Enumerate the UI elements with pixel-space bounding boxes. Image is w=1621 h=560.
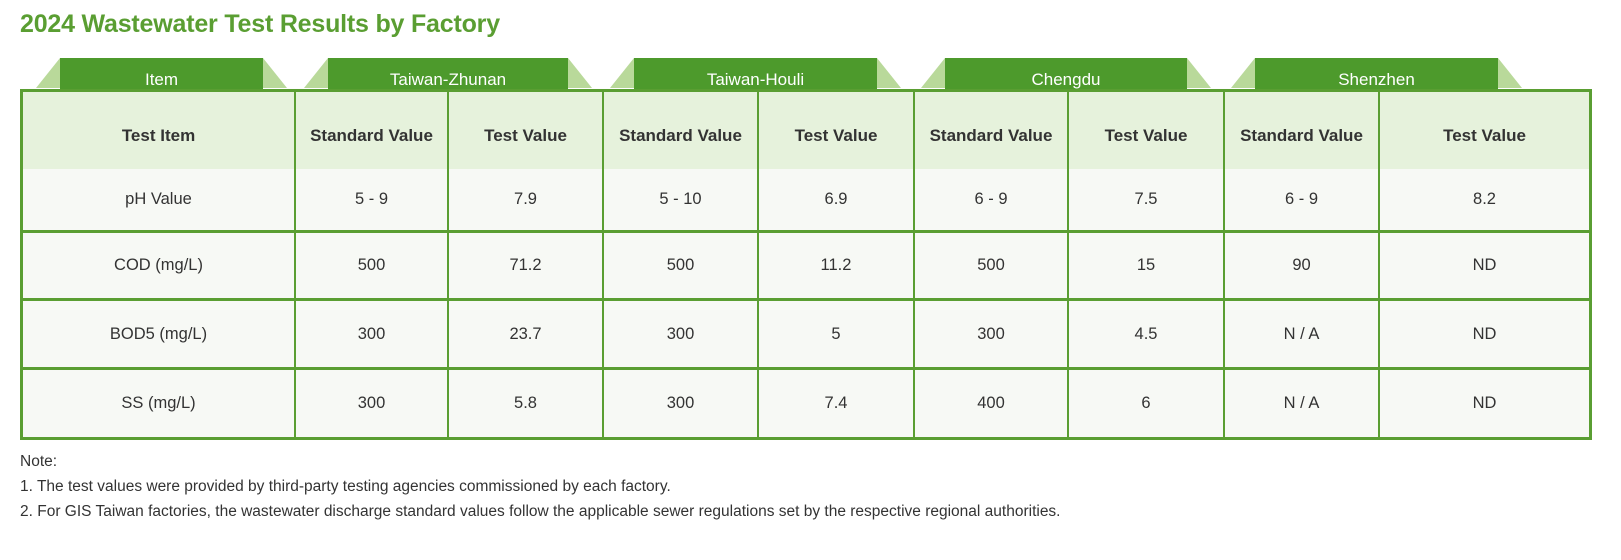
table-cell: 500 <box>294 229 448 300</box>
table-row: pH Value 5 - 9 7.9 5 - 10 6.9 6 - 9 7.5 … <box>23 169 1589 232</box>
column-header: Standard Value <box>913 92 1068 169</box>
note-item: 1. The test values were provided by thir… <box>20 478 671 495</box>
results-table-frame: Test Item Standard Value Test Value Stan… <box>20 89 1592 440</box>
row-label: BOD5 (mg/L) <box>23 298 295 369</box>
note-item: 2. For GIS Taiwan factories, the wastewa… <box>20 503 1061 520</box>
table-cell: 300 <box>294 298 448 369</box>
table-cell: 300 <box>913 298 1068 369</box>
column-header: Standard Value <box>1223 92 1379 169</box>
table-cell: 300 <box>602 366 758 437</box>
table-row: SS (mg/L) 300 5.8 300 7.4 400 6 N / A ND <box>23 366 1589 437</box>
table-cell: 6 - 9 <box>913 169 1068 232</box>
header-row: Test Item Standard Value Test Value Stan… <box>23 92 1589 169</box>
column-header: Test Value <box>447 92 603 169</box>
row-label: SS (mg/L) <box>23 366 295 437</box>
table-cell: 300 <box>294 366 448 437</box>
table-cell: 71.2 <box>447 229 603 300</box>
table-cell: 4.5 <box>1067 298 1224 369</box>
table-cell: N / A <box>1223 366 1379 437</box>
table-cell: 5 <box>757 298 914 369</box>
column-header: Test Value <box>1378 92 1589 169</box>
table-cell: 5 - 9 <box>294 169 448 232</box>
table-cell: 23.7 <box>447 298 603 369</box>
table-cell: 500 <box>913 229 1068 300</box>
row-label: pH Value <box>125 189 192 208</box>
table-cell: 6 <box>1067 366 1224 437</box>
table-cell: 7.9 <box>447 169 603 232</box>
table-cell: 300 <box>602 298 758 369</box>
results-table: Test Item Standard Value Test Value Stan… <box>23 92 1589 437</box>
table-cell: 6 - 9 <box>1223 169 1379 232</box>
column-header: Standard Value <box>602 92 758 169</box>
row-label: COD (mg/L) <box>23 229 295 300</box>
table-cell: 90 <box>1223 229 1379 300</box>
table-row: COD (mg/L) 500 71.2 500 11.2 500 15 90 N… <box>23 229 1589 300</box>
column-header: Test Value <box>757 92 914 169</box>
table-row: BOD5 (mg/L) 300 23.7 300 5 300 4.5 N / A… <box>23 298 1589 369</box>
table-cell: 400 <box>913 366 1068 437</box>
column-header: Standard Value <box>294 92 448 169</box>
page-title: 2024 Wastewater Test Results by Factory <box>20 10 500 38</box>
table-cell: 7.5 <box>1067 169 1224 232</box>
table-cell: 11.2 <box>757 229 914 300</box>
table-cell: ND <box>1378 229 1589 300</box>
table-cell: 15 <box>1067 229 1224 300</box>
column-header: Test Item <box>23 92 295 169</box>
table-cell: 6.9 <box>757 169 914 232</box>
table-cell: 500 <box>602 229 758 300</box>
table-cell: ND <box>1378 298 1589 369</box>
column-header: Test Value <box>1067 92 1224 169</box>
table-cell: 7.4 <box>757 366 914 437</box>
table-cell: 5.8 <box>447 366 603 437</box>
table-cell: ND <box>1378 366 1589 437</box>
table-cell: 8.2 <box>1378 169 1589 232</box>
notes: Note: 1. The test values were provided b… <box>20 449 1061 524</box>
table-cell: N / A <box>1223 298 1379 369</box>
note-heading: Note: <box>20 453 58 470</box>
table-cell: 5 - 10 <box>602 169 758 232</box>
